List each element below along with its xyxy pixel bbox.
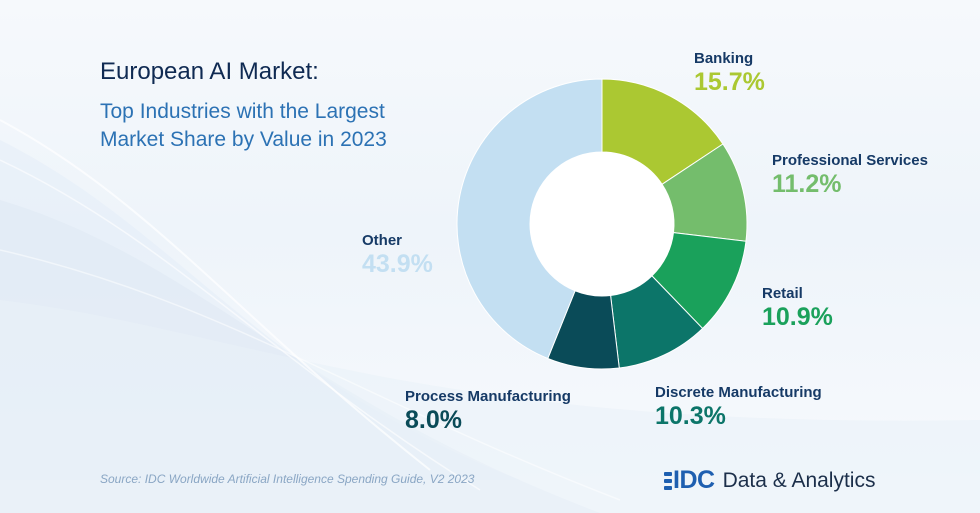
source-note: Source: IDC Worldwide Artificial Intelli… <box>100 472 475 486</box>
label-retail: Retail 10.9% <box>762 285 833 332</box>
idc-logo-text: Data & Analytics <box>722 468 876 492</box>
label-process-manufacturing: Process Manufacturing 8.0% <box>405 388 571 435</box>
label-retail-name: Retail <box>762 285 803 302</box>
label-professional-services: Professional Services 11.2% <box>772 152 928 199</box>
label-discrete-manufacturing-name: Discrete Manufacturing <box>655 384 822 401</box>
label-banking: Banking 15.7% <box>694 50 765 97</box>
label-discrete-manufacturing-value: 10.3% <box>655 402 726 430</box>
idc-logo: IDC Data & Analytics <box>664 466 875 495</box>
label-discrete-manufacturing: Discrete Manufacturing 10.3% <box>655 384 822 431</box>
label-banking-value: 15.7% <box>694 68 765 96</box>
label-professional-services-name: Professional Services <box>772 152 928 169</box>
idc-logo-mark <box>664 471 672 490</box>
label-banking-name: Banking <box>694 50 754 67</box>
label-professional-services-value: 11.2% <box>772 170 842 198</box>
label-process-manufacturing-value: 8.0% <box>405 406 462 434</box>
label-other: Other 43.9% <box>362 232 433 279</box>
label-other-name: Other <box>362 232 403 249</box>
label-retail-value: 10.9% <box>762 303 833 331</box>
idc-logo-brand: IDC <box>673 466 715 494</box>
chart-subtitle: Top Industries with the Largest Market S… <box>100 100 387 151</box>
label-other-value: 43.9% <box>362 250 433 278</box>
donut-hole <box>530 152 674 296</box>
chart-title: European AI Market: <box>100 58 319 85</box>
label-process-manufacturing-name: Process Manufacturing <box>405 388 571 405</box>
